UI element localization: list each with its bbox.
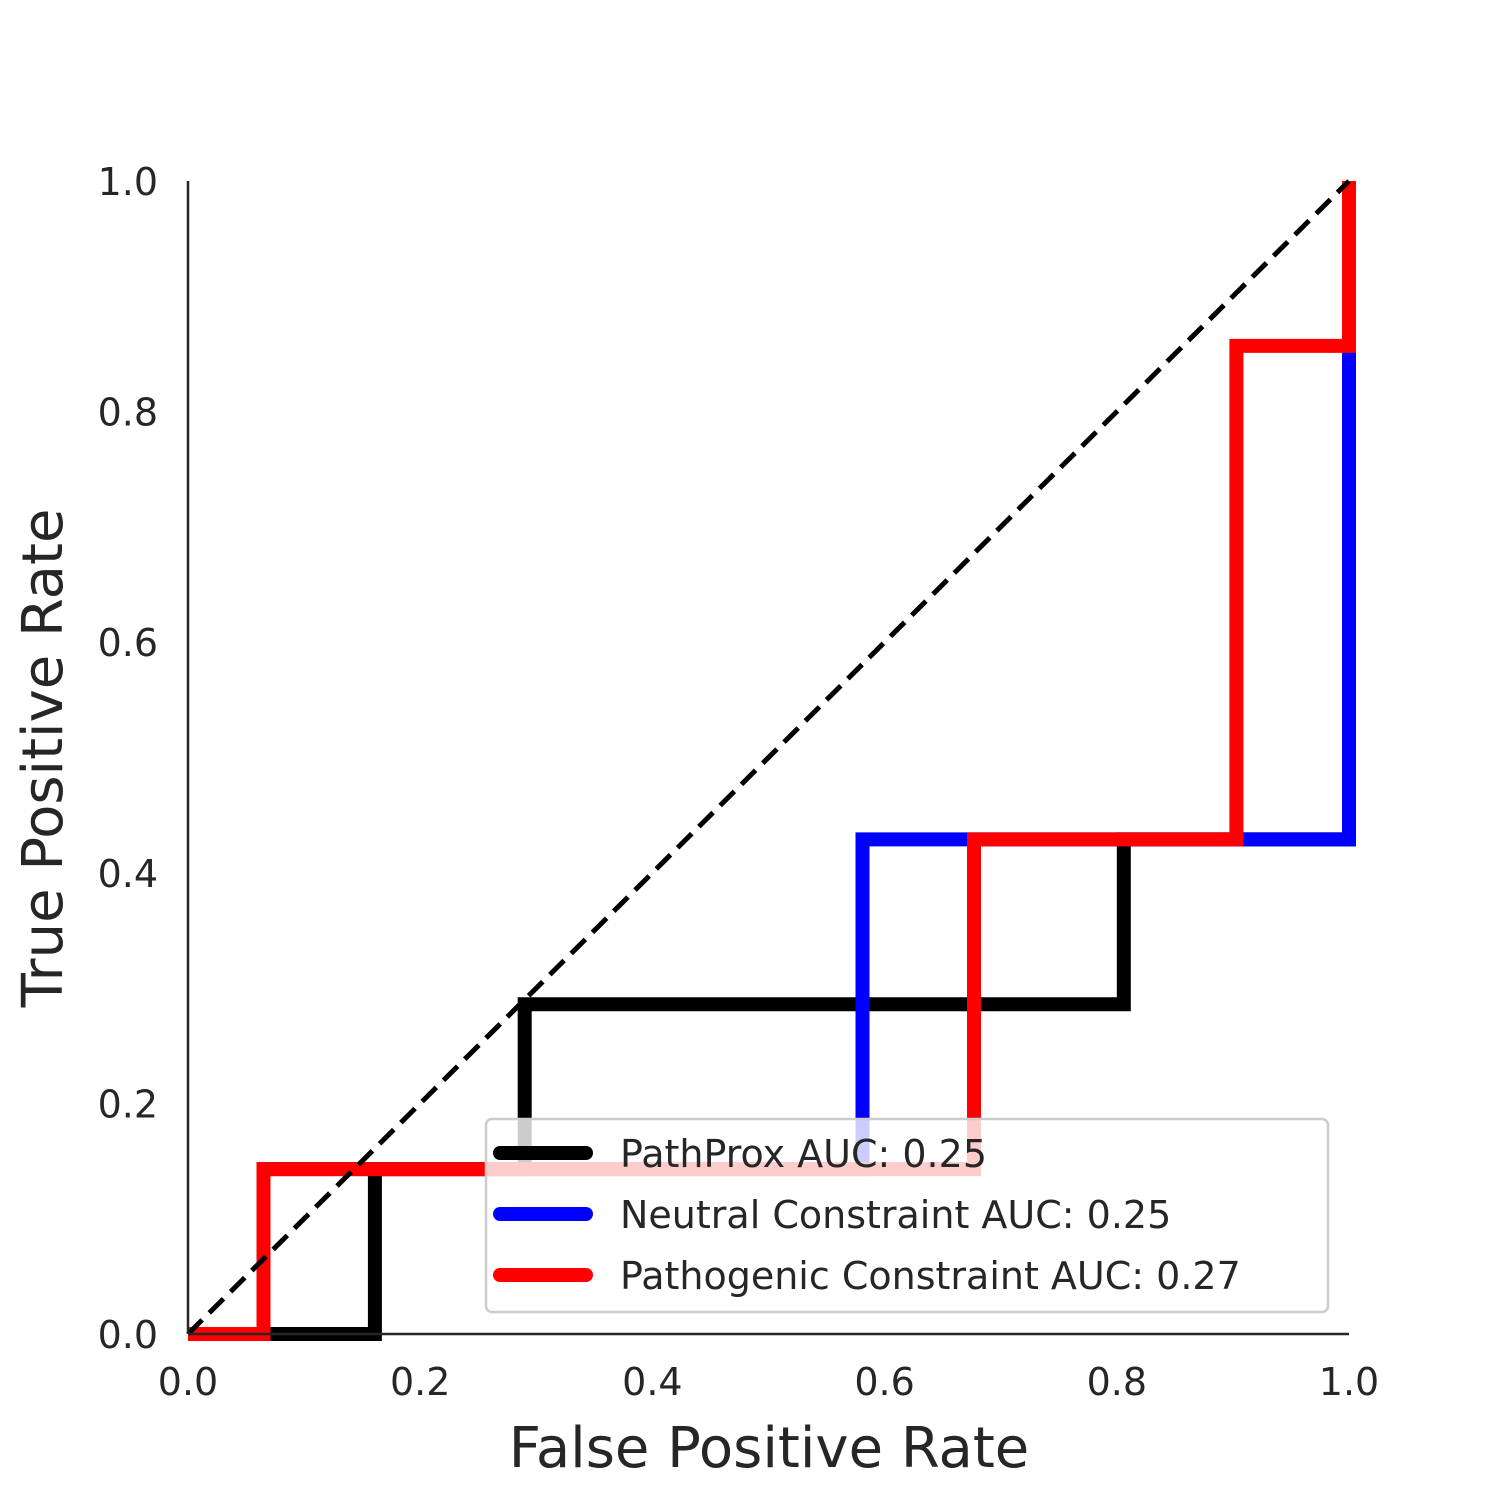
x-tick-label-1: 0.2	[390, 1360, 450, 1404]
x-tick-label-2: 0.4	[622, 1360, 682, 1404]
legend-box	[484, 1117, 1330, 1314]
legend: PathProx AUC: 0.25 Neutral Constraint AUC…	[484, 1117, 1330, 1314]
y-tick-label-3: 0.6	[98, 621, 158, 665]
reference-diagonal-line	[186, 179, 1351, 1336]
axes-layer: 0.0 0.2 0.4 0.6 0.8 1.0 0.0 0.2 0.4 0.6 0.8 1.0	[98, 160, 1380, 1404]
y-tick-label-2: 0.4	[98, 852, 158, 896]
y-tick-label-1: 0.2	[98, 1082, 158, 1126]
y-tick-label-0: 0.0	[98, 1313, 158, 1357]
y-tick-label-4: 0.8	[98, 391, 158, 435]
x-tick-label-5: 1.0	[1319, 1360, 1379, 1404]
legend-label-0: PathProx AUC: 0.25	[620, 1132, 987, 1176]
x-axis-label: False Positive Rate	[509, 1416, 1029, 1481]
legend-label-2: Pathogenic Constraint AUC: 0.27	[620, 1254, 1241, 1298]
x-tick-label-4: 0.8	[1087, 1360, 1147, 1404]
y-tick-label-5: 1.0	[98, 160, 158, 204]
series-line-2	[188, 181, 1356, 1341]
legend-label-1: Neutral Constraint AUC: 0.25	[620, 1193, 1171, 1237]
x-tick-label-0: 0.0	[158, 1360, 218, 1404]
y-axis-label: True Positive Rate	[11, 509, 76, 1009]
x-tick-label-3: 0.6	[854, 1360, 914, 1404]
